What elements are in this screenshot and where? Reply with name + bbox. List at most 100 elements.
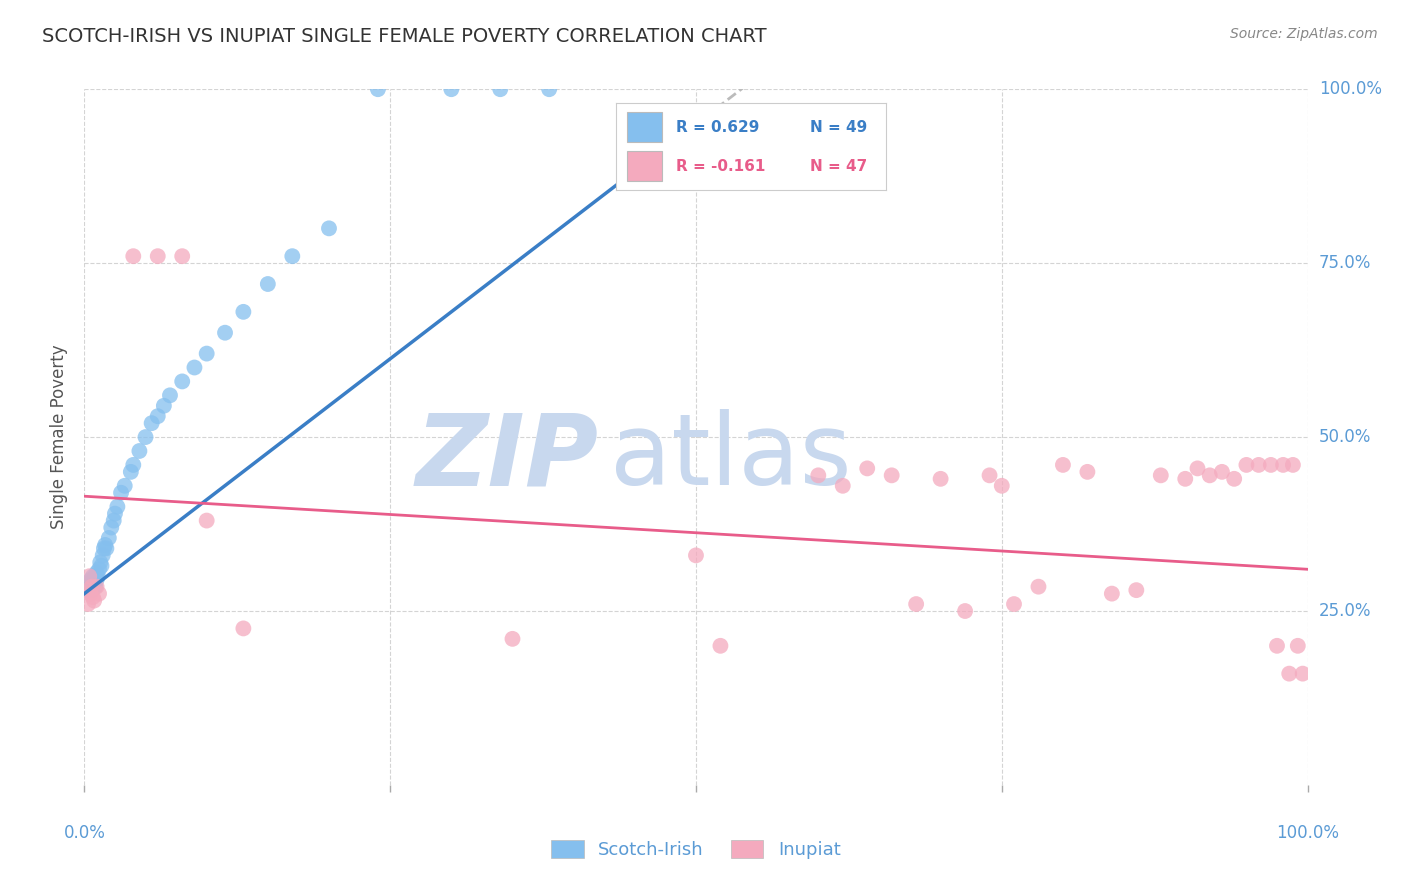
Point bbox=[77, 576, 100, 591]
Text: 0.0%: 0.0% bbox=[63, 824, 105, 842]
Text: 100.0%: 100.0% bbox=[1277, 824, 1339, 842]
Point bbox=[232, 621, 254, 635]
Point bbox=[1002, 597, 1025, 611]
Point bbox=[87, 569, 110, 583]
Text: 100.0%: 100.0% bbox=[1319, 80, 1382, 98]
Point bbox=[709, 639, 731, 653]
Point bbox=[990, 479, 1012, 493]
Point bbox=[1265, 639, 1288, 653]
Point bbox=[146, 409, 169, 424]
Legend: Scotch-Irish, Inupiat: Scotch-Irish, Inupiat bbox=[544, 832, 848, 866]
Point bbox=[76, 583, 98, 598]
Point bbox=[1278, 666, 1301, 681]
Point bbox=[489, 82, 512, 96]
Point bbox=[1282, 458, 1305, 472]
Point bbox=[1234, 458, 1257, 472]
Point bbox=[122, 249, 145, 263]
Point bbox=[1187, 461, 1209, 475]
Point bbox=[183, 360, 205, 375]
Y-axis label: Single Female Poverty: Single Female Poverty bbox=[51, 345, 69, 529]
Point bbox=[87, 587, 110, 601]
Point bbox=[77, 583, 100, 598]
Point bbox=[1125, 583, 1147, 598]
Point bbox=[82, 569, 104, 583]
Point bbox=[318, 221, 340, 235]
Point bbox=[1272, 458, 1295, 472]
Point bbox=[82, 573, 104, 587]
Point bbox=[110, 485, 132, 500]
Point bbox=[172, 249, 194, 263]
Point bbox=[105, 500, 128, 514]
Point bbox=[82, 590, 104, 604]
Point bbox=[214, 326, 236, 340]
Point bbox=[146, 249, 169, 263]
Text: 75.0%: 75.0% bbox=[1319, 254, 1371, 272]
Point bbox=[91, 549, 114, 563]
Point bbox=[538, 82, 561, 96]
Point bbox=[87, 562, 110, 576]
Point bbox=[281, 249, 304, 263]
Point bbox=[128, 444, 150, 458]
Point bbox=[685, 549, 707, 563]
Point bbox=[83, 573, 105, 587]
Point bbox=[122, 458, 145, 472]
Point bbox=[1292, 666, 1315, 681]
Point bbox=[1174, 472, 1197, 486]
Text: 25.0%: 25.0% bbox=[1319, 602, 1371, 620]
Point bbox=[86, 580, 108, 594]
Point bbox=[929, 472, 952, 486]
Point bbox=[1260, 458, 1282, 472]
Point bbox=[77, 597, 100, 611]
Point bbox=[979, 468, 1001, 483]
Point bbox=[232, 305, 254, 319]
Text: SCOTCH-IRISH VS INUPIAT SINGLE FEMALE POVERTY CORRELATION CHART: SCOTCH-IRISH VS INUPIAT SINGLE FEMALE PO… bbox=[42, 27, 766, 45]
Point bbox=[104, 507, 127, 521]
Point bbox=[89, 555, 111, 569]
Point bbox=[831, 479, 853, 493]
Point bbox=[1211, 465, 1233, 479]
Point bbox=[880, 468, 903, 483]
Point bbox=[195, 346, 218, 360]
Point bbox=[856, 461, 879, 475]
Point bbox=[103, 514, 125, 528]
Point bbox=[83, 576, 105, 591]
Text: atlas: atlas bbox=[610, 409, 852, 507]
Point bbox=[159, 388, 181, 402]
Point bbox=[79, 587, 101, 601]
Point bbox=[79, 573, 101, 587]
Point bbox=[1150, 468, 1173, 483]
Point bbox=[120, 465, 142, 479]
Point bbox=[114, 479, 136, 493]
Point bbox=[807, 468, 830, 483]
Text: ZIP: ZIP bbox=[415, 409, 598, 507]
Point bbox=[1286, 639, 1309, 653]
Point bbox=[83, 593, 105, 607]
Point bbox=[90, 558, 112, 573]
Point bbox=[1052, 458, 1074, 472]
Point bbox=[135, 430, 157, 444]
Point bbox=[195, 514, 218, 528]
Point bbox=[440, 82, 463, 96]
Point bbox=[100, 520, 122, 534]
Point bbox=[141, 416, 163, 430]
Point bbox=[80, 583, 103, 598]
Point bbox=[1223, 472, 1246, 486]
Point bbox=[84, 569, 107, 583]
Point bbox=[1101, 587, 1123, 601]
Point bbox=[86, 566, 108, 580]
Text: Source: ZipAtlas.com: Source: ZipAtlas.com bbox=[1230, 27, 1378, 41]
Point bbox=[153, 399, 176, 413]
Point bbox=[96, 541, 118, 556]
Point bbox=[76, 580, 98, 594]
Point bbox=[1076, 465, 1098, 479]
Text: 50.0%: 50.0% bbox=[1319, 428, 1371, 446]
Point bbox=[953, 604, 976, 618]
Point bbox=[172, 375, 194, 389]
Point bbox=[84, 580, 107, 594]
Point bbox=[1198, 468, 1220, 483]
Point bbox=[905, 597, 928, 611]
Point bbox=[86, 573, 108, 587]
Point bbox=[97, 531, 120, 545]
Point bbox=[367, 82, 389, 96]
Point bbox=[80, 580, 103, 594]
